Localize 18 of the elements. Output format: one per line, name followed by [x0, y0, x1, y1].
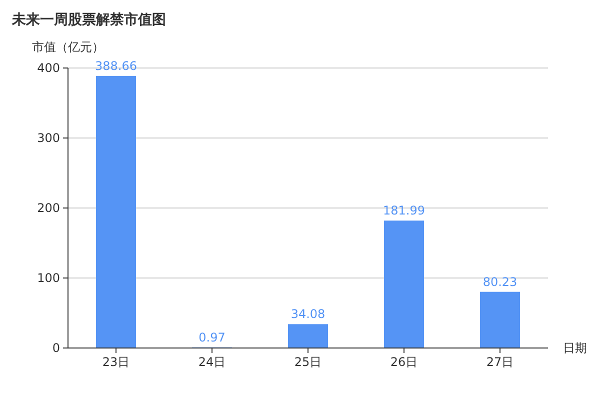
y-tick-label: 100	[37, 271, 60, 286]
data-label: 0.97	[198, 330, 226, 344]
y-tick-label: 400	[37, 61, 60, 76]
chart-title: 未来一周股票解禁市值图	[11, 11, 166, 28]
x-tick-label: 26日	[390, 355, 418, 369]
x-axis-title: 日期	[563, 341, 587, 355]
x-tick-label: 25日	[294, 355, 322, 369]
y-axis-title: 市值（亿元）	[32, 40, 104, 54]
data-label: 34.08	[290, 307, 326, 322]
y-tick-label: 300	[37, 131, 60, 146]
y-tick-label: 200	[37, 201, 60, 216]
x-tick-label: 23日	[102, 355, 130, 369]
x-tick-label: 27日	[486, 355, 514, 369]
data-label: 80.23	[482, 274, 518, 289]
x-tick-label: 24日	[198, 355, 226, 369]
data-label: 388.66	[95, 58, 137, 73]
y-tick-label: 0	[52, 341, 60, 356]
data-label: 181.99	[383, 204, 425, 218]
